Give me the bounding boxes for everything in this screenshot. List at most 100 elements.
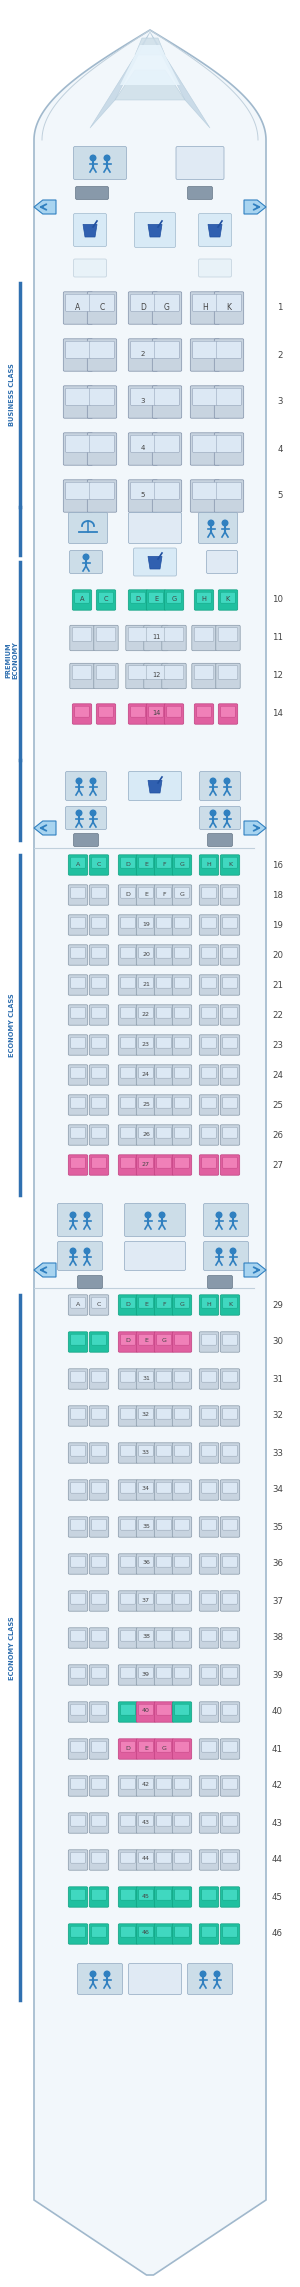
FancyBboxPatch shape bbox=[94, 663, 118, 688]
FancyBboxPatch shape bbox=[157, 1816, 171, 1825]
FancyBboxPatch shape bbox=[172, 915, 192, 935]
FancyBboxPatch shape bbox=[197, 707, 211, 718]
FancyBboxPatch shape bbox=[202, 1519, 216, 1530]
Text: 12: 12 bbox=[272, 672, 283, 682]
FancyBboxPatch shape bbox=[199, 1034, 219, 1054]
FancyBboxPatch shape bbox=[223, 1297, 237, 1308]
FancyBboxPatch shape bbox=[68, 885, 88, 906]
FancyBboxPatch shape bbox=[92, 1852, 106, 1864]
Circle shape bbox=[90, 156, 96, 160]
FancyBboxPatch shape bbox=[71, 1333, 85, 1345]
FancyBboxPatch shape bbox=[87, 293, 117, 325]
FancyBboxPatch shape bbox=[190, 387, 220, 419]
FancyBboxPatch shape bbox=[154, 1443, 174, 1464]
FancyBboxPatch shape bbox=[217, 341, 241, 359]
FancyBboxPatch shape bbox=[68, 1553, 88, 1573]
Text: E: E bbox=[144, 862, 148, 867]
FancyBboxPatch shape bbox=[223, 1409, 237, 1420]
FancyBboxPatch shape bbox=[89, 1095, 109, 1116]
FancyBboxPatch shape bbox=[63, 293, 93, 325]
FancyBboxPatch shape bbox=[218, 627, 238, 640]
Text: 32: 32 bbox=[272, 1411, 283, 1420]
FancyBboxPatch shape bbox=[149, 592, 163, 604]
FancyBboxPatch shape bbox=[164, 627, 184, 640]
FancyBboxPatch shape bbox=[220, 1066, 240, 1086]
Text: 34: 34 bbox=[142, 1487, 150, 1491]
FancyBboxPatch shape bbox=[199, 1155, 219, 1176]
Text: G: G bbox=[162, 1745, 167, 1750]
FancyBboxPatch shape bbox=[190, 293, 220, 325]
Text: K: K bbox=[228, 1301, 232, 1306]
FancyBboxPatch shape bbox=[128, 704, 148, 725]
FancyBboxPatch shape bbox=[202, 1409, 216, 1420]
FancyBboxPatch shape bbox=[68, 1738, 88, 1759]
Text: G: G bbox=[164, 302, 170, 311]
FancyBboxPatch shape bbox=[71, 1068, 85, 1077]
Circle shape bbox=[70, 1249, 76, 1253]
FancyBboxPatch shape bbox=[172, 1665, 192, 1686]
FancyBboxPatch shape bbox=[94, 624, 118, 652]
FancyBboxPatch shape bbox=[157, 1098, 171, 1109]
FancyBboxPatch shape bbox=[71, 1631, 85, 1642]
FancyBboxPatch shape bbox=[199, 1738, 219, 1759]
FancyBboxPatch shape bbox=[118, 1294, 138, 1315]
Circle shape bbox=[216, 1212, 222, 1217]
FancyBboxPatch shape bbox=[199, 1814, 219, 1834]
FancyBboxPatch shape bbox=[175, 887, 189, 899]
FancyBboxPatch shape bbox=[121, 1006, 135, 1018]
FancyBboxPatch shape bbox=[128, 771, 182, 800]
FancyBboxPatch shape bbox=[146, 590, 166, 611]
FancyBboxPatch shape bbox=[70, 551, 103, 574]
FancyBboxPatch shape bbox=[175, 1555, 189, 1567]
FancyBboxPatch shape bbox=[126, 663, 150, 688]
FancyBboxPatch shape bbox=[96, 666, 116, 679]
FancyBboxPatch shape bbox=[172, 1592, 192, 1612]
FancyBboxPatch shape bbox=[220, 974, 240, 995]
Circle shape bbox=[90, 778, 96, 784]
FancyBboxPatch shape bbox=[206, 551, 238, 574]
FancyBboxPatch shape bbox=[155, 435, 179, 453]
FancyBboxPatch shape bbox=[92, 1926, 106, 1937]
Circle shape bbox=[83, 553, 89, 560]
FancyBboxPatch shape bbox=[223, 977, 237, 988]
FancyBboxPatch shape bbox=[136, 945, 156, 965]
FancyBboxPatch shape bbox=[118, 1370, 138, 1388]
FancyBboxPatch shape bbox=[92, 887, 106, 899]
FancyBboxPatch shape bbox=[175, 1372, 189, 1381]
FancyBboxPatch shape bbox=[128, 590, 148, 611]
FancyBboxPatch shape bbox=[154, 1628, 174, 1649]
Circle shape bbox=[70, 1212, 76, 1217]
Text: C: C bbox=[97, 862, 101, 867]
FancyBboxPatch shape bbox=[217, 295, 241, 311]
FancyBboxPatch shape bbox=[208, 1276, 233, 1288]
FancyBboxPatch shape bbox=[121, 1333, 135, 1345]
FancyBboxPatch shape bbox=[139, 1409, 153, 1420]
FancyBboxPatch shape bbox=[121, 1926, 135, 1937]
FancyBboxPatch shape bbox=[58, 1242, 103, 1272]
FancyBboxPatch shape bbox=[157, 1297, 171, 1308]
Text: PREMIUM
ECONOMY: PREMIUM ECONOMY bbox=[5, 640, 19, 679]
FancyBboxPatch shape bbox=[136, 1034, 156, 1054]
Text: A: A bbox=[76, 862, 80, 867]
FancyBboxPatch shape bbox=[203, 1203, 248, 1237]
Text: 23: 23 bbox=[142, 1041, 150, 1047]
FancyBboxPatch shape bbox=[71, 1816, 85, 1825]
FancyBboxPatch shape bbox=[172, 1516, 192, 1537]
FancyBboxPatch shape bbox=[172, 945, 192, 965]
Circle shape bbox=[159, 1212, 165, 1217]
FancyBboxPatch shape bbox=[155, 341, 179, 359]
FancyBboxPatch shape bbox=[202, 1297, 216, 1308]
Text: BUSINESS CLASS: BUSINESS CLASS bbox=[9, 364, 15, 425]
FancyBboxPatch shape bbox=[136, 974, 156, 995]
FancyBboxPatch shape bbox=[87, 338, 117, 370]
FancyBboxPatch shape bbox=[152, 480, 182, 512]
Circle shape bbox=[224, 810, 230, 816]
FancyBboxPatch shape bbox=[72, 590, 92, 611]
FancyBboxPatch shape bbox=[175, 1816, 189, 1825]
Circle shape bbox=[222, 519, 228, 526]
Text: C: C bbox=[97, 1301, 101, 1306]
FancyBboxPatch shape bbox=[192, 663, 216, 688]
FancyBboxPatch shape bbox=[221, 592, 235, 604]
FancyBboxPatch shape bbox=[172, 1004, 192, 1025]
FancyBboxPatch shape bbox=[134, 549, 176, 576]
